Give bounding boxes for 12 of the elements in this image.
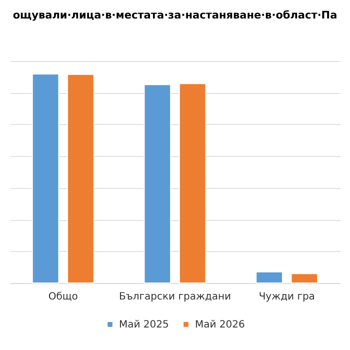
bar bbox=[67, 74, 94, 284]
bar bbox=[144, 84, 172, 284]
bar bbox=[32, 73, 60, 284]
x-tick-label: Чужди гра bbox=[258, 292, 315, 302]
bar bbox=[256, 271, 283, 284]
x-tick-label: Български граждани bbox=[118, 292, 232, 302]
bar bbox=[178, 83, 206, 284]
bar bbox=[290, 273, 318, 284]
legend-label: Май 2026 bbox=[195, 319, 245, 330]
legend-label: Май 2025 bbox=[119, 319, 169, 330]
x-tick-label: Общо bbox=[48, 292, 78, 302]
chart-title: ощували·лица·в·местата·за·настаняване·в·област·Па bbox=[12, 10, 338, 22]
